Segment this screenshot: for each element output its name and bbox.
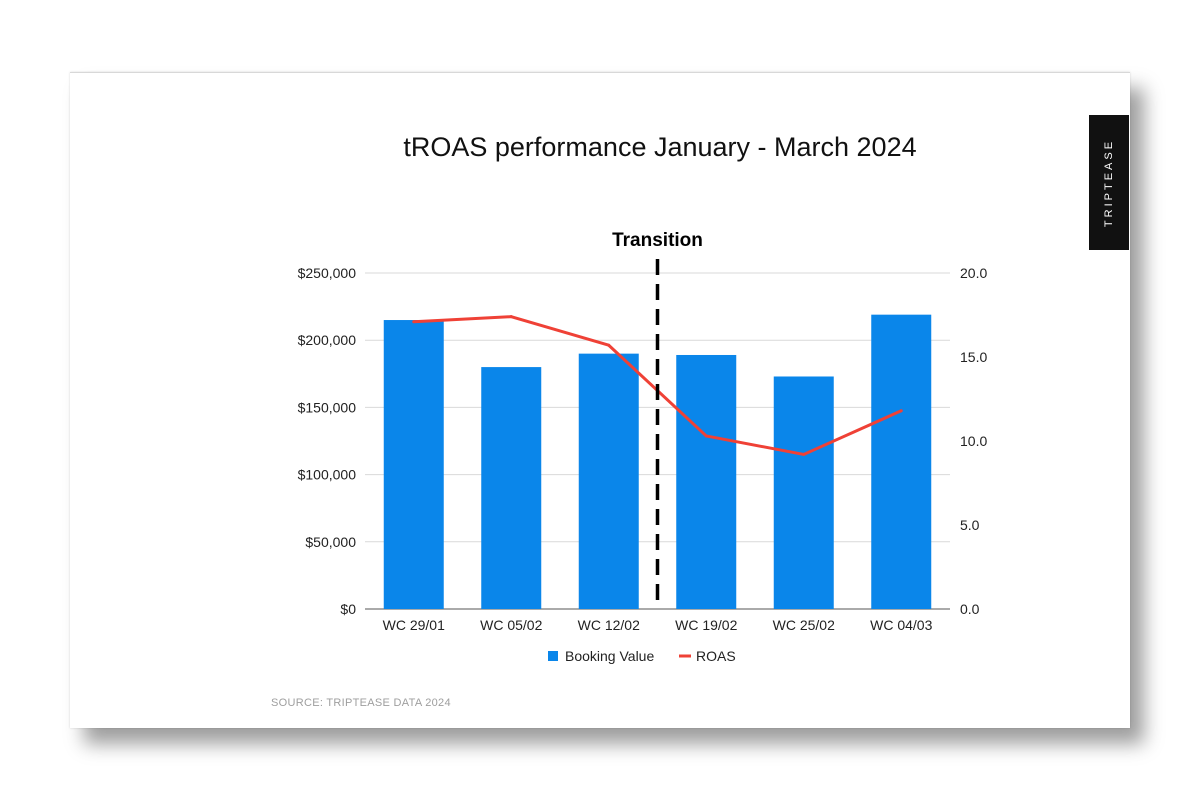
legend-swatch-booking-value (548, 651, 558, 661)
y-right-tick-label: 5.0 (960, 517, 980, 533)
x-tick-label: WC 04/03 (870, 617, 932, 633)
roas-point (412, 320, 416, 324)
x-tick-label: WC 19/02 (675, 617, 737, 633)
y-right-tick-label: 20.0 (960, 265, 987, 281)
y-right-tick-label: 0.0 (960, 601, 980, 617)
y-left-tick-label: $50,000 (305, 534, 356, 550)
bar (676, 354, 737, 609)
x-tick-label: WC 25/02 (773, 617, 835, 633)
roas-point (802, 452, 806, 456)
y-left-tick-label: $0 (340, 601, 356, 617)
roas-point (509, 315, 513, 319)
chart-title: tROAS performance January - March 2024 (403, 132, 917, 162)
bar (578, 353, 639, 609)
y-right-tick-label: 10.0 (960, 433, 987, 449)
roas-point (704, 434, 708, 438)
roas-point (607, 343, 611, 347)
y-left-tick-label: $250,000 (298, 265, 357, 281)
y-right-tick-label: 15.0 (960, 349, 987, 365)
legend-label-roas: ROAS (696, 648, 736, 664)
bar (481, 367, 542, 609)
x-tick-label: WC 05/02 (480, 617, 542, 633)
bar (773, 376, 834, 609)
x-tick-label: WC 12/02 (578, 617, 640, 633)
y-left-tick-label: $200,000 (298, 332, 357, 348)
brand-tab: TRIPTEASE (1089, 115, 1129, 250)
y-left-tick-label: $100,000 (298, 467, 357, 483)
bar (871, 314, 932, 609)
source-note: SOURCE: TRIPTEASE DATA 2024 (271, 697, 451, 709)
legend-label-booking-value: Booking Value (565, 648, 654, 664)
y-left-tick-label: $150,000 (298, 399, 357, 415)
x-tick-label: WC 29/01 (383, 617, 445, 633)
bar (383, 320, 444, 609)
transition-label: Transition (612, 230, 703, 251)
roas-point (899, 409, 903, 413)
